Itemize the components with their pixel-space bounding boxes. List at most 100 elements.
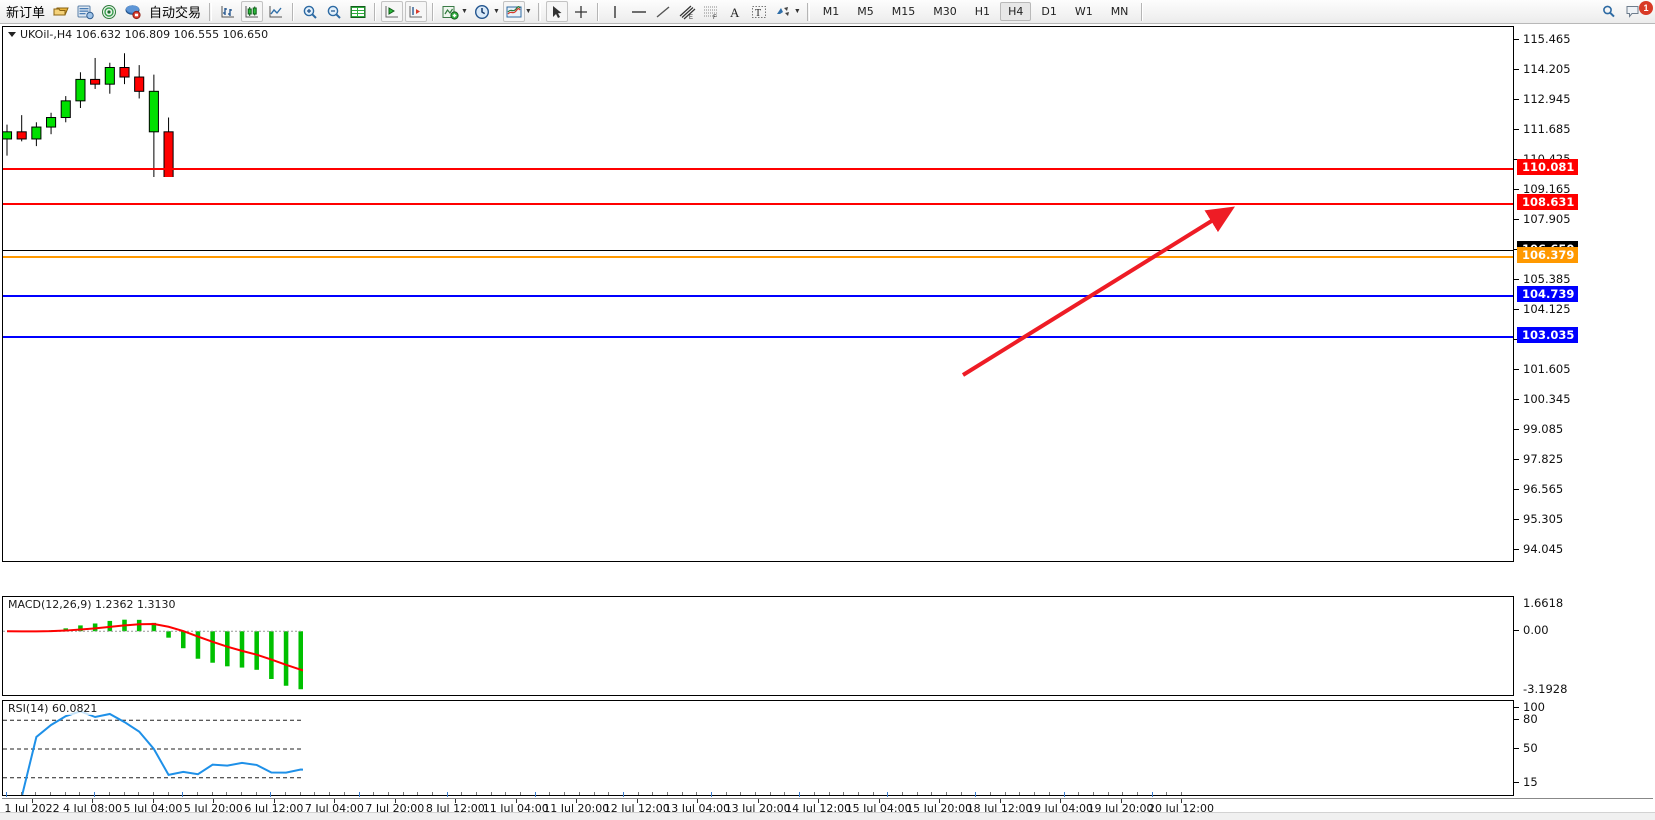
time-subtick bbox=[446, 792, 448, 797]
time-subtick bbox=[520, 792, 522, 795]
time-subtick bbox=[373, 792, 375, 795]
time-subtick bbox=[1019, 792, 1021, 795]
toolbar-grip-3[interactable] bbox=[806, 2, 810, 21]
level-line-last-price[interactable] bbox=[3, 249, 1652, 251]
macd-pane[interactable]: MACD(12,26,9) 1.2362 1.3130 bbox=[2, 596, 1653, 696]
candle bbox=[134, 76, 145, 92]
timeframe-m30[interactable]: M30 bbox=[933, 5, 957, 18]
rsi-pane[interactable]: RSI(14) 60.0821 bbox=[2, 700, 1653, 796]
time-subtick bbox=[769, 792, 771, 795]
text-icon[interactable]: A bbox=[724, 1, 746, 22]
toolbar-separator-2 bbox=[374, 2, 377, 21]
timeframe-m15[interactable]: M15 bbox=[891, 5, 916, 18]
market-watch-icon[interactable] bbox=[74, 1, 96, 22]
candle bbox=[46, 117, 57, 128]
time-tick bbox=[213, 799, 215, 803]
time-subtick bbox=[1181, 792, 1182, 795]
timeframe-mn[interactable]: MN bbox=[1110, 5, 1129, 18]
level-line-support-upper[interactable] bbox=[3, 295, 1652, 298]
timeframe-h1[interactable]: H1 bbox=[974, 5, 991, 18]
notification-badge[interactable]: 1 bbox=[1639, 0, 1653, 15]
line-chart-icon[interactable] bbox=[265, 1, 287, 22]
terminal-icon[interactable] bbox=[122, 1, 144, 22]
chart-container[interactable]: UKOil-,H4 106.632 106.809 106.555 106.65… bbox=[0, 24, 1655, 820]
time-subtick bbox=[975, 792, 977, 797]
time-subtick bbox=[20, 792, 22, 795]
time-subtick bbox=[901, 792, 903, 795]
period-clock-icon[interactable] bbox=[471, 1, 493, 22]
vertical-line-icon[interactable] bbox=[604, 1, 626, 22]
add-indicator-dropdown-icon[interactable]: ▼ bbox=[461, 8, 468, 15]
arrows-icon[interactable] bbox=[772, 1, 794, 22]
time-subtick bbox=[35, 792, 37, 795]
candle bbox=[119, 66, 130, 78]
time-tick bbox=[939, 799, 941, 803]
toolbar-separator-4 bbox=[596, 2, 599, 21]
svg-text:F: F bbox=[713, 15, 717, 20]
level-line-pivot[interactable] bbox=[3, 256, 1652, 259]
toolbar-grip-1[interactable] bbox=[209, 2, 213, 21]
fibonacci-icon[interactable]: F bbox=[700, 1, 722, 22]
folder-icon[interactable] bbox=[50, 1, 72, 22]
candlestick-chart-icon[interactable] bbox=[241, 1, 264, 22]
time-subtick bbox=[1092, 792, 1094, 795]
time-subtick bbox=[637, 792, 639, 795]
timeframe-h4[interactable]: H4 bbox=[1000, 2, 1032, 21]
notifications-icon[interactable] bbox=[1622, 1, 1644, 22]
time-subtick bbox=[872, 792, 874, 795]
toolbar-separator-3 bbox=[432, 2, 435, 21]
time-tick bbox=[999, 799, 1001, 803]
level-line-resistance-upper[interactable] bbox=[3, 168, 1652, 170]
level-line-resistance-lower[interactable] bbox=[3, 202, 1652, 205]
time-subtick bbox=[94, 792, 96, 797]
time-subtick bbox=[534, 792, 536, 797]
zoom-in-icon[interactable] bbox=[299, 1, 321, 22]
auto-trading-button[interactable]: 自动交易 bbox=[149, 6, 202, 21]
time-subtick bbox=[784, 792, 786, 795]
text-label-icon[interactable]: T bbox=[748, 1, 770, 22]
time-tick bbox=[576, 799, 578, 803]
timeframe-m1[interactable]: M1 bbox=[822, 5, 840, 18]
candle bbox=[3, 131, 13, 140]
time-subtick bbox=[167, 792, 169, 795]
cursor-icon[interactable] bbox=[545, 1, 568, 22]
trendline-icon[interactable] bbox=[652, 1, 674, 22]
templates-icon[interactable] bbox=[502, 1, 525, 22]
level-line-support-lower[interactable] bbox=[3, 335, 1652, 338]
navigator-icon[interactable] bbox=[98, 1, 120, 22]
timeframe-d1[interactable]: D1 bbox=[1041, 5, 1057, 18]
time-subtick bbox=[358, 792, 360, 797]
time-subtick bbox=[123, 792, 125, 795]
templates-dropdown-icon[interactable]: ▼ bbox=[524, 8, 532, 15]
new-order-button[interactable]: 新订单 bbox=[6, 6, 46, 21]
auto-scroll-icon[interactable] bbox=[405, 1, 428, 22]
add-indicator-icon[interactable] bbox=[439, 1, 461, 22]
period-dropdown-icon[interactable]: ▼ bbox=[492, 8, 500, 15]
search-icon[interactable] bbox=[1598, 1, 1620, 22]
status-bar bbox=[0, 812, 1655, 820]
price-pane[interactable]: UKOil-,H4 106.632 106.809 106.555 106.65… bbox=[2, 26, 1653, 562]
price-candles bbox=[3, 53, 174, 177]
rsi-line bbox=[21, 710, 303, 795]
equidistant-channel-icon[interactable]: E bbox=[676, 1, 698, 22]
time-label: 5 Jul 04:00 bbox=[123, 802, 183, 815]
time-subtick bbox=[255, 792, 257, 795]
zoom-out-icon[interactable] bbox=[323, 1, 345, 22]
time-subtick bbox=[946, 792, 947, 795]
time-label: 1 Jul 2022 bbox=[4, 802, 60, 815]
arrows-dropdown-icon[interactable]: ▼ bbox=[793, 8, 801, 15]
time-label: 13 Jul 04:00 bbox=[664, 802, 731, 815]
timeframe-m5[interactable]: M5 bbox=[857, 5, 874, 18]
chart-menu-caret-icon[interactable] bbox=[8, 32, 16, 37]
chart-shift-icon[interactable] bbox=[381, 1, 404, 22]
crosshair-icon[interactable] bbox=[570, 1, 592, 22]
horizontal-line-icon[interactable] bbox=[628, 1, 650, 22]
bar-chart-icon[interactable] bbox=[217, 1, 239, 22]
toolbar-grip-2[interactable] bbox=[537, 2, 541, 21]
time-subtick bbox=[6, 792, 7, 797]
timeframe-w1[interactable]: W1 bbox=[1074, 5, 1093, 18]
data-window-icon[interactable] bbox=[347, 1, 369, 22]
time-subtick bbox=[196, 792, 198, 795]
time-subtick bbox=[343, 792, 345, 795]
time-subtick bbox=[564, 792, 566, 795]
